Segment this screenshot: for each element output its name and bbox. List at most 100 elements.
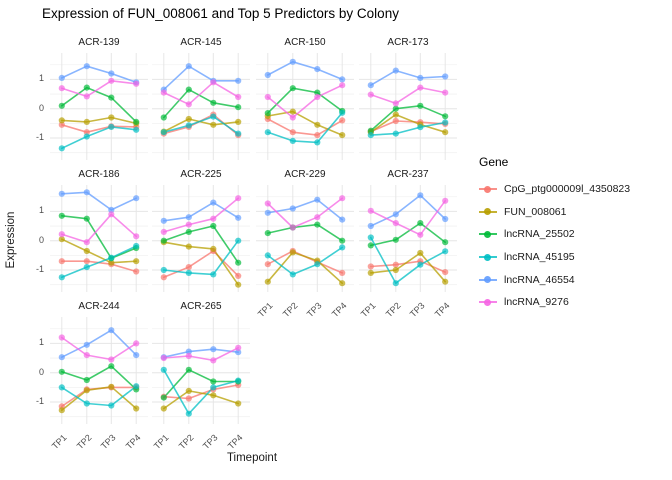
data-point bbox=[108, 206, 115, 213]
data-point bbox=[185, 63, 192, 70]
data-point bbox=[185, 243, 192, 250]
data-point bbox=[58, 236, 65, 243]
data-point bbox=[58, 384, 65, 391]
series-line bbox=[163, 348, 239, 359]
data-point bbox=[58, 212, 65, 219]
data-point bbox=[210, 245, 217, 252]
series-line bbox=[163, 197, 239, 233]
data-point bbox=[83, 189, 90, 196]
series-line bbox=[61, 386, 137, 411]
data-point bbox=[417, 102, 424, 109]
data-point bbox=[185, 228, 192, 235]
data-point bbox=[392, 100, 399, 107]
data-point bbox=[367, 132, 374, 139]
y-tick-label: 1 bbox=[38, 73, 44, 84]
data-point bbox=[133, 242, 140, 250]
data-point bbox=[58, 102, 65, 109]
facet-panel bbox=[359, 53, 457, 160]
legend-title: Gene bbox=[479, 155, 509, 169]
data-point bbox=[417, 261, 424, 268]
data-point bbox=[210, 121, 217, 128]
data-point bbox=[367, 127, 374, 134]
legend-item: lncRNA_9276 bbox=[479, 291, 630, 314]
facet-strip-label: ACR-237 bbox=[387, 169, 429, 180]
data-point bbox=[160, 217, 167, 224]
legend-item-label: lncRNA_45195 bbox=[504, 251, 575, 264]
data-point bbox=[133, 405, 140, 412]
legend-item: lncRNA_25502 bbox=[479, 223, 630, 246]
data-point bbox=[339, 109, 346, 116]
series-line bbox=[163, 118, 239, 133]
data-point bbox=[417, 220, 424, 227]
series-line bbox=[163, 81, 239, 106]
series-line bbox=[61, 329, 137, 359]
data-point bbox=[185, 269, 192, 276]
data-point bbox=[160, 394, 167, 401]
legend-item: FUN_008061 bbox=[479, 201, 630, 224]
data-point bbox=[442, 278, 449, 285]
data-point bbox=[417, 249, 424, 257]
data-point bbox=[339, 244, 346, 251]
x-tick-label: TP1 bbox=[358, 300, 378, 320]
data-point bbox=[264, 71, 271, 79]
series-line bbox=[370, 194, 446, 227]
legend: Gene CpG_ptg000009l_4350823 FUN_008061 lnc… bbox=[479, 155, 630, 314]
data-point bbox=[417, 84, 424, 91]
data-point bbox=[160, 266, 167, 274]
facet-strip-label: ACR-139 bbox=[78, 37, 120, 48]
legend-item-label: lncRNA_9276 bbox=[504, 296, 569, 309]
data-point bbox=[185, 348, 192, 355]
legend-key-icon bbox=[479, 204, 497, 219]
data-point bbox=[264, 252, 271, 259]
data-point bbox=[339, 280, 346, 287]
data-point bbox=[185, 221, 192, 228]
legend-item-label: lncRNA_25502 bbox=[504, 228, 575, 241]
data-point bbox=[367, 242, 374, 249]
facet-panel bbox=[256, 53, 354, 160]
facet-strip-label: ACR-244 bbox=[78, 301, 120, 312]
data-point bbox=[289, 137, 296, 144]
y-tick-label: -1 bbox=[35, 264, 44, 274]
series-line bbox=[163, 346, 239, 362]
data-point bbox=[264, 110, 271, 117]
facet-panel bbox=[359, 185, 457, 292]
x-tick-label: TP4 bbox=[329, 300, 349, 320]
data-point bbox=[314, 121, 321, 128]
data-point bbox=[442, 248, 449, 255]
series-line bbox=[267, 110, 343, 136]
facet-strip-label: ACR-150 bbox=[284, 37, 326, 48]
facet-panel bbox=[50, 53, 148, 160]
data-point bbox=[83, 133, 90, 140]
data-point bbox=[185, 395, 192, 402]
data-point bbox=[108, 363, 115, 370]
series-line bbox=[61, 116, 137, 125]
data-point bbox=[392, 105, 399, 112]
data-point bbox=[58, 274, 65, 281]
data-point bbox=[235, 104, 242, 111]
data-point bbox=[160, 228, 167, 235]
data-point bbox=[442, 269, 449, 276]
data-point bbox=[58, 145, 65, 152]
data-point bbox=[108, 94, 115, 101]
facet-strip-label: ACR-173 bbox=[387, 37, 429, 48]
data-point bbox=[58, 354, 65, 361]
facet-panel bbox=[50, 317, 148, 424]
data-point bbox=[417, 74, 424, 81]
data-point bbox=[83, 376, 90, 384]
series-line bbox=[163, 390, 239, 410]
data-point bbox=[392, 280, 399, 287]
data-point bbox=[83, 84, 90, 91]
series-line bbox=[61, 336, 137, 361]
data-point bbox=[185, 122, 192, 129]
series-line bbox=[163, 384, 239, 400]
data-point bbox=[392, 67, 399, 74]
legend-item-label: lncRNA_46554 bbox=[504, 273, 575, 286]
data-point bbox=[133, 126, 140, 133]
data-point bbox=[264, 230, 271, 237]
data-point bbox=[133, 80, 140, 87]
series-line bbox=[61, 245, 137, 279]
data-point bbox=[108, 123, 115, 130]
series-line bbox=[267, 251, 343, 284]
facet-panel bbox=[152, 185, 250, 292]
